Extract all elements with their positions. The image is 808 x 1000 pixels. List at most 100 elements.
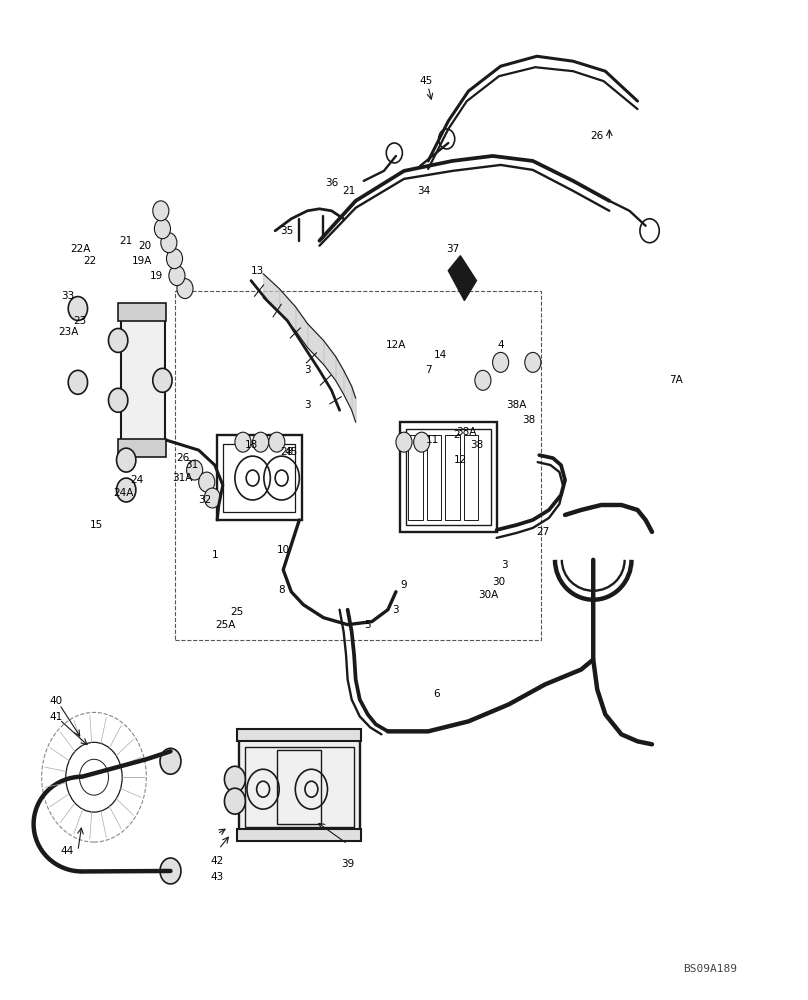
Text: 35: 35: [280, 226, 294, 236]
Text: 25: 25: [230, 607, 243, 617]
Circle shape: [166, 249, 183, 269]
Circle shape: [108, 388, 128, 412]
Bar: [175, 291, 541, 640]
Circle shape: [199, 472, 215, 492]
Text: 24A: 24A: [114, 488, 134, 498]
Circle shape: [475, 370, 491, 390]
Circle shape: [160, 748, 181, 774]
Text: 3: 3: [501, 560, 508, 570]
Text: 40: 40: [49, 696, 63, 706]
Text: 45: 45: [420, 76, 433, 86]
Circle shape: [68, 370, 87, 394]
Text: 6: 6: [433, 689, 440, 699]
Text: 22A: 22A: [70, 244, 90, 254]
Text: 3: 3: [393, 605, 399, 615]
Polygon shape: [448, 256, 477, 301]
Circle shape: [154, 219, 170, 239]
Text: 28: 28: [280, 447, 294, 457]
Text: 33: 33: [61, 291, 74, 301]
Circle shape: [414, 432, 430, 452]
Text: 15: 15: [90, 520, 103, 530]
Bar: [217, 435, 301, 520]
Circle shape: [177, 279, 193, 299]
Circle shape: [116, 478, 136, 502]
Circle shape: [225, 788, 246, 814]
Bar: [223, 444, 295, 512]
Circle shape: [108, 328, 128, 352]
Text: 11: 11: [426, 435, 439, 445]
Circle shape: [269, 432, 285, 452]
Text: BS09A189: BS09A189: [683, 964, 737, 974]
Text: 38A: 38A: [457, 427, 477, 437]
Text: 41: 41: [49, 712, 63, 722]
Text: 44: 44: [61, 846, 74, 856]
Text: 21: 21: [120, 236, 133, 246]
Text: 14: 14: [434, 350, 447, 360]
Text: 34: 34: [418, 186, 431, 196]
Text: 22: 22: [83, 256, 97, 266]
Text: 30A: 30A: [478, 590, 499, 600]
Text: 10: 10: [276, 545, 290, 555]
Circle shape: [116, 448, 136, 472]
Bar: [400, 422, 497, 532]
Text: 45: 45: [284, 447, 298, 457]
Circle shape: [153, 368, 172, 392]
Text: 30: 30: [492, 577, 506, 587]
Circle shape: [68, 297, 87, 321]
Bar: [118, 303, 166, 320]
Circle shape: [235, 432, 251, 452]
Text: 19A: 19A: [133, 256, 153, 266]
Bar: [406, 429, 491, 525]
Circle shape: [253, 432, 269, 452]
Circle shape: [225, 766, 246, 792]
Circle shape: [169, 266, 185, 286]
Text: 4: 4: [497, 340, 504, 350]
Text: 19: 19: [149, 271, 162, 281]
Text: 25A: 25A: [215, 620, 235, 630]
Text: 37: 37: [446, 244, 459, 254]
Text: 38: 38: [522, 415, 536, 425]
Text: 26: 26: [176, 453, 189, 463]
Bar: [445, 435, 460, 520]
Text: 27: 27: [536, 527, 549, 537]
Text: 5: 5: [364, 620, 371, 630]
Bar: [120, 316, 165, 455]
Circle shape: [187, 460, 203, 480]
Circle shape: [524, 352, 541, 372]
Circle shape: [204, 488, 221, 508]
Circle shape: [160, 858, 181, 884]
Bar: [237, 829, 361, 841]
Text: 23A: 23A: [58, 327, 78, 337]
Bar: [277, 750, 321, 824]
Circle shape: [396, 432, 412, 452]
Text: 12A: 12A: [385, 340, 406, 350]
Text: 43: 43: [211, 872, 224, 882]
Bar: [237, 729, 361, 741]
Text: 20: 20: [138, 241, 151, 251]
Text: 7A: 7A: [669, 375, 683, 385]
Text: 13: 13: [250, 266, 264, 276]
Bar: [118, 439, 166, 457]
Bar: [408, 435, 423, 520]
Text: 31A: 31A: [172, 473, 193, 483]
Text: 23: 23: [74, 316, 87, 326]
Text: 3: 3: [304, 365, 311, 375]
Text: 8: 8: [278, 585, 285, 595]
Text: 9: 9: [401, 580, 407, 590]
Text: 12: 12: [454, 455, 467, 465]
Bar: [427, 435, 441, 520]
Text: 38: 38: [469, 440, 483, 450]
Circle shape: [153, 201, 169, 221]
Text: 3: 3: [304, 400, 311, 410]
Text: 38A: 38A: [507, 400, 527, 410]
Text: 1: 1: [212, 550, 218, 560]
Text: 42: 42: [211, 856, 224, 866]
Text: 21: 21: [343, 186, 356, 196]
Text: 31: 31: [186, 460, 199, 470]
Text: 24: 24: [130, 475, 143, 485]
Bar: [245, 747, 354, 827]
Text: 39: 39: [341, 859, 354, 869]
Circle shape: [493, 352, 509, 372]
Bar: [239, 739, 360, 834]
Text: 36: 36: [325, 178, 339, 188]
